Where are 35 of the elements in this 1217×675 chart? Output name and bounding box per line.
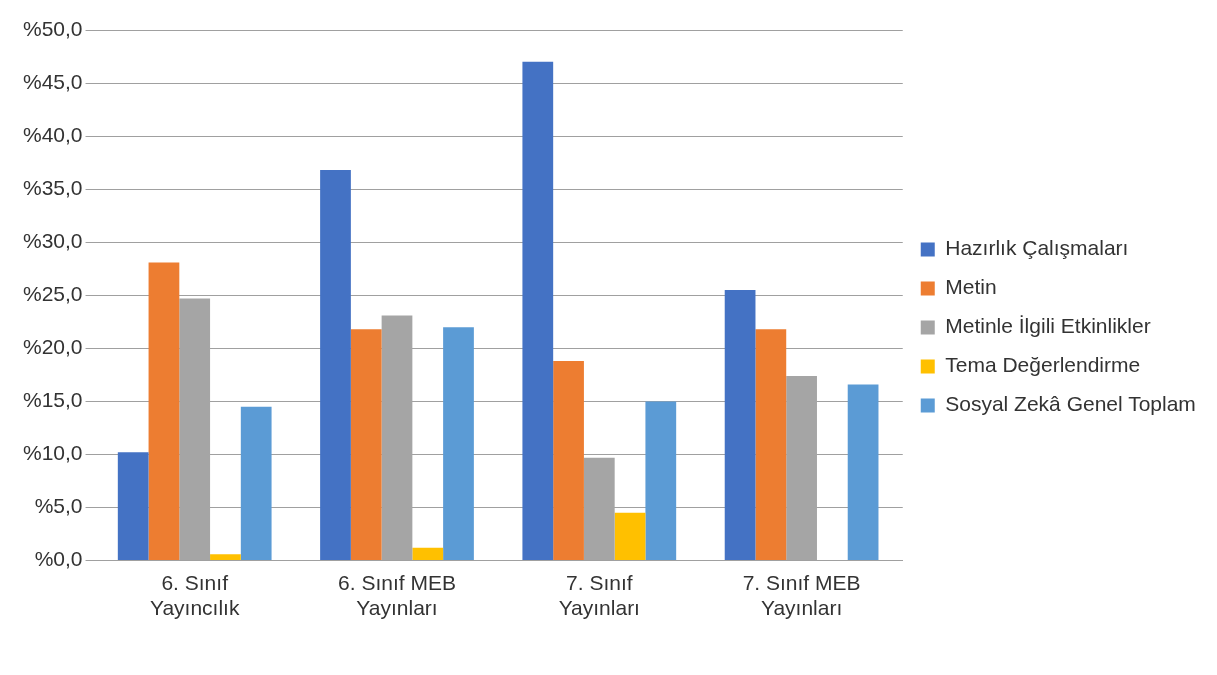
y-tick-label: %45,0 [23, 69, 83, 93]
bar [522, 61, 554, 561]
y-tick-label: %10,0 [23, 441, 83, 465]
bar [614, 512, 646, 561]
bar [443, 327, 474, 561]
y-tick-label: %30,0 [23, 229, 83, 253]
y-tick-label: %0,0 [34, 547, 83, 571]
legend-label: Sosyal Zekâ Genel Toplam [945, 392, 1196, 416]
bar [148, 262, 180, 561]
bar [645, 401, 677, 561]
bar [724, 289, 756, 561]
x-tick-label: 6. Sınıf MEB Yayınları [338, 571, 456, 620]
y-tick-label: %50,0 [23, 16, 83, 40]
y-tick-label: %20,0 [23, 335, 83, 359]
bar [412, 547, 444, 561]
x-tick-label: 7. Sınıf MEB Yayınları [742, 571, 861, 620]
y-tick-label: %40,0 [23, 122, 83, 146]
bar [240, 406, 272, 561]
y-tick-label: %25,0 [23, 282, 83, 306]
bar [553, 361, 584, 561]
bar [320, 170, 351, 561]
legend-label: Hazırlık Çalışmaları [945, 236, 1129, 260]
y-tick-label: %5,0 [34, 494, 83, 518]
y-tick-label: %15,0 [23, 388, 83, 412]
bar [210, 554, 241, 561]
bar [847, 384, 879, 561]
bar [117, 452, 149, 561]
legend-label: Metin [945, 275, 997, 299]
legend-label: Tema Değerlendirme [945, 353, 1141, 377]
x-tick-label: 7. Sınıf Yayınları [558, 571, 640, 620]
bar [755, 329, 787, 561]
legend-label: Metinle İlgili Etkinlikler [945, 314, 1151, 338]
y-tick-label: %35,0 [23, 175, 83, 199]
bar [350, 329, 382, 561]
x-tick-label: 6. Sınıf Yayıncılık [149, 571, 240, 620]
